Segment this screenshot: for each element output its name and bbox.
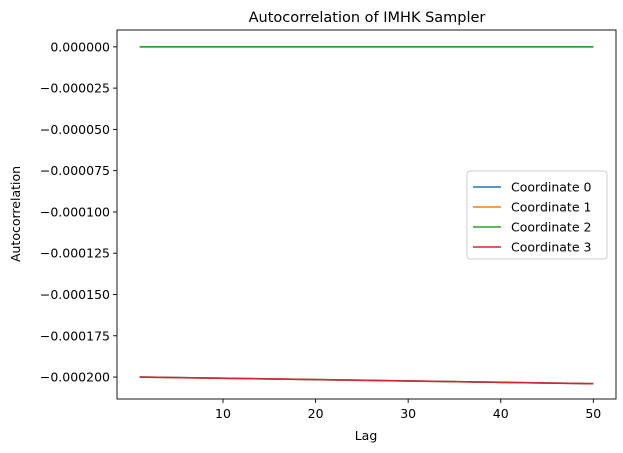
x-axis: 10 20 30 40 50 — [215, 399, 601, 421]
x-tick-label: 10 — [215, 406, 231, 421]
x-tick-label: 40 — [493, 406, 509, 421]
chart-title: Autocorrelation of IMHK Sampler — [249, 10, 486, 26]
y-tick-label: −0.000125 — [40, 246, 110, 261]
y-tick-label: −0.000075 — [40, 163, 110, 178]
y-tick-label: −0.000100 — [40, 204, 110, 219]
x-tick-label: 50 — [585, 406, 601, 421]
legend-frame — [466, 170, 608, 260]
legend: Coordinate 0 Coordinate 1 Coordinate 2 Coor… — [466, 170, 608, 260]
x-axis-label: Lag — [355, 428, 378, 443]
y-tick-label: −0.000025 — [40, 81, 110, 96]
legend-label-coordinate-2: Coordinate 2 — [511, 220, 591, 235]
legend-label-coordinate-0: Coordinate 0 — [511, 180, 591, 195]
series-line-coordinate-3 — [139, 376, 594, 385]
legend-label-coordinate-1: Coordinate 1 — [511, 200, 591, 215]
series-layer — [139, 46, 594, 385]
y-tick-label: −0.000175 — [40, 328, 110, 343]
y-tick-label: −0.000150 — [40, 287, 110, 302]
y-tick-label: 0.000000 — [50, 39, 110, 54]
y-axis-label: Autocorrelation — [8, 166, 23, 262]
legend-label-coordinate-3: Coordinate 3 — [511, 240, 591, 255]
y-tick-label: −0.000200 — [40, 370, 110, 385]
y-axis: 0.000000 −0.000025 −0.000050 −0.000075 −0.00… — [40, 39, 117, 385]
x-tick-label: 20 — [308, 406, 324, 421]
x-tick-label: 30 — [400, 406, 416, 421]
plot-frame — [116, 29, 617, 400]
y-tick-label: −0.000050 — [40, 122, 110, 137]
